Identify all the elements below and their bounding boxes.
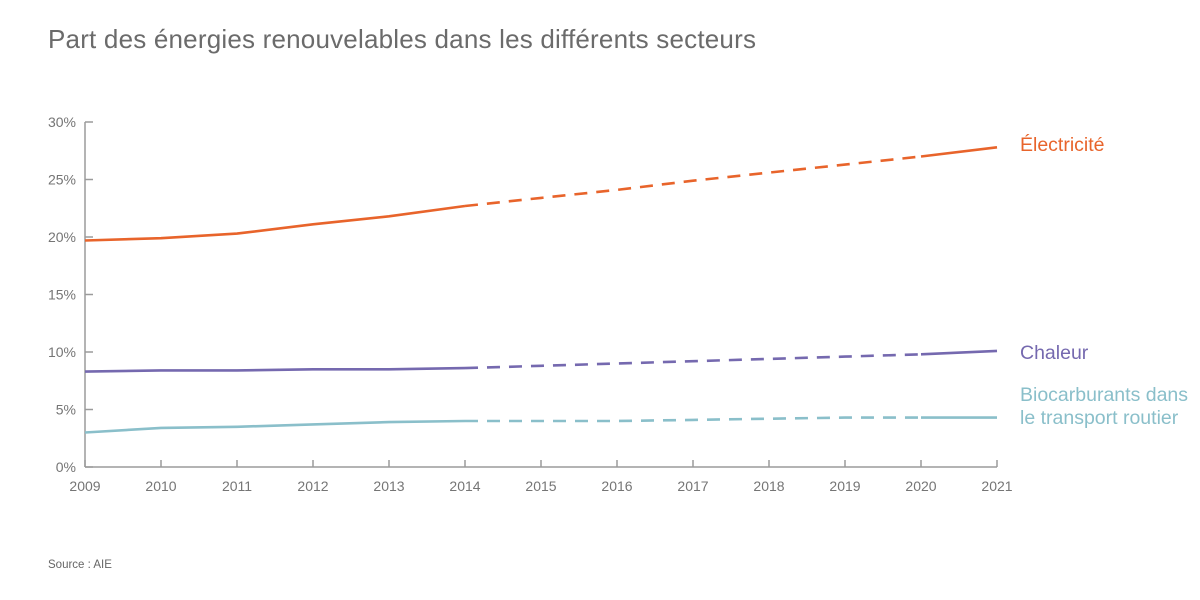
x-tick-label: 2016	[601, 478, 632, 494]
chart-title: Part des énergies renouvelables dans les…	[48, 24, 757, 54]
series-label-electricite: Électricité	[1020, 134, 1105, 156]
series-line-0-solid	[920, 146, 998, 158]
y-tick-label: 10%	[48, 344, 76, 360]
x-tick-label: 2021	[981, 478, 1012, 494]
series-line-1-solid	[920, 349, 998, 356]
series-label-biocarburants: Biocarburants dans le transport routier	[1020, 384, 1189, 429]
x-tick-label: 2017	[677, 478, 708, 494]
x-tick-label: 2012	[297, 478, 328, 494]
series-line-2-solid	[84, 419, 466, 434]
series-line-1-solid	[84, 366, 466, 373]
x-tick-label: 2009	[69, 478, 100, 494]
series-line-0-dashed	[464, 155, 922, 208]
y-tick-label: 5%	[56, 402, 76, 418]
y-tick-label: 25%	[48, 172, 76, 188]
x-tick-label: 2011	[222, 478, 252, 494]
y-tick-label: 15%	[48, 287, 76, 303]
x-tick-label: 2019	[829, 478, 860, 494]
y-tick-label: 0%	[56, 459, 76, 475]
y-tick-label: 20%	[48, 229, 76, 245]
source-note: Source : AIE	[48, 559, 112, 571]
x-tick-label: 2020	[905, 478, 936, 494]
x-tick-label: 2013	[373, 478, 404, 494]
series-line-1-dashed	[464, 353, 922, 370]
series-line-0-solid	[84, 204, 466, 242]
series-line-2-dashed	[465, 416, 921, 423]
y-tick-label: 30%	[48, 114, 76, 130]
x-tick-label: 2014	[449, 478, 480, 494]
series-label-chaleur: Chaleur	[1020, 342, 1089, 364]
x-tick-label: 2018	[753, 478, 784, 494]
x-tick-label: 2015	[525, 478, 556, 494]
x-tick-label: 2010	[145, 478, 176, 494]
